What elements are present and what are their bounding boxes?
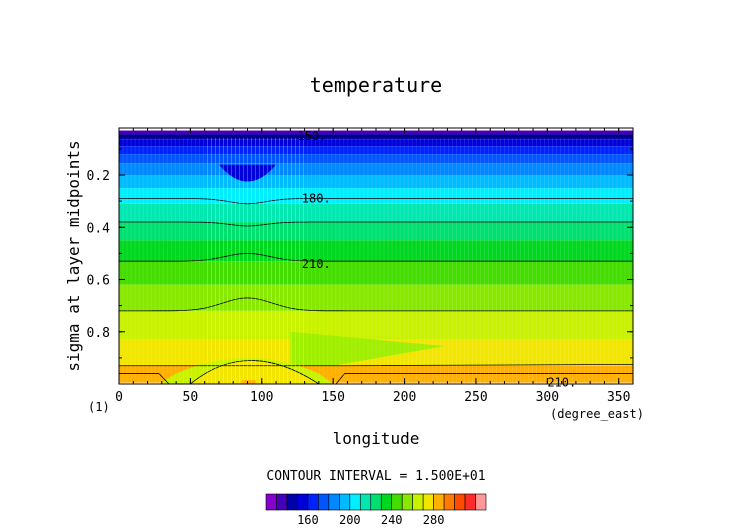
plot-area: 150.180.210.210. bbox=[118, 127, 634, 390]
contour-feature bbox=[190, 360, 319, 384]
colorbar-swatch bbox=[349, 493, 361, 511]
colorbar-swatch bbox=[276, 493, 288, 511]
contour-band bbox=[119, 222, 633, 241]
contour-band bbox=[119, 203, 633, 223]
x-tick-label: 100 bbox=[250, 390, 273, 405]
contour-band bbox=[119, 240, 633, 262]
colorbar-swatch bbox=[339, 493, 351, 511]
contour-label: 210. bbox=[302, 257, 331, 271]
chart-title: temperature bbox=[310, 73, 442, 97]
colorbar-swatch bbox=[307, 493, 319, 511]
contour-line bbox=[119, 297, 633, 312]
contour-band bbox=[119, 163, 633, 176]
contour-line bbox=[190, 360, 320, 385]
contour-line bbox=[119, 252, 633, 262]
colorbar-swatch bbox=[464, 493, 476, 511]
colorbar-swatch bbox=[454, 493, 466, 511]
contour-band bbox=[119, 188, 633, 204]
colorbar-tick-label: 240 bbox=[381, 513, 403, 527]
colorbar-swatch bbox=[401, 493, 413, 511]
x-tick-label: 50 bbox=[183, 390, 199, 405]
contour-band bbox=[119, 154, 633, 164]
contour-band bbox=[119, 146, 633, 155]
colorbar-swatch bbox=[443, 493, 455, 511]
x-axis-label: longitude bbox=[333, 429, 420, 448]
colorbar-tick-label: 280 bbox=[423, 513, 445, 527]
contour-line bbox=[119, 221, 633, 227]
contour-feature bbox=[241, 380, 257, 384]
colorbar-swatch bbox=[422, 493, 434, 511]
x-tick-label: 350 bbox=[607, 390, 630, 405]
contour-band bbox=[119, 139, 633, 147]
contour-interval-text: CONTOUR INTERVAL = 1.500E+01 bbox=[266, 469, 485, 484]
x-tick-label: 0 bbox=[115, 390, 123, 405]
corner-label: (1) bbox=[88, 400, 110, 414]
x-tick-label: 150 bbox=[321, 390, 344, 405]
contour-line bbox=[335, 373, 633, 385]
colorbar: 160 200 240 280 bbox=[265, 493, 487, 527]
x-tick-label: 300 bbox=[536, 390, 559, 405]
colorbar-swatch bbox=[370, 493, 382, 511]
contour-line bbox=[119, 373, 170, 385]
y-tick-label: 0.4 bbox=[87, 221, 111, 236]
colorbar-swatch bbox=[328, 493, 340, 511]
colorbar-swatch bbox=[433, 493, 445, 511]
colorbar-swatch bbox=[297, 493, 309, 511]
y-tick-label: 0.8 bbox=[87, 326, 110, 341]
contour-band bbox=[119, 130, 633, 135]
contour-feature bbox=[290, 331, 445, 366]
contour-line bbox=[119, 198, 633, 205]
contour-feature bbox=[218, 164, 277, 182]
y-tick-label: 0.2 bbox=[87, 169, 110, 184]
colorbar-swatch bbox=[412, 493, 424, 511]
colorbar-swatch bbox=[391, 493, 403, 511]
contour-line bbox=[119, 364, 634, 367]
x-unit-label: (degree_east) bbox=[550, 407, 644, 421]
contour-label: 180. bbox=[302, 192, 331, 206]
x-axis: 0 50 100 150 200 250 300 350 bbox=[115, 128, 634, 405]
contour-label: 150. bbox=[297, 129, 326, 143]
contour-band bbox=[119, 284, 633, 311]
colorbar-swatch bbox=[359, 493, 372, 511]
colorbar-swatch bbox=[265, 493, 277, 511]
y-tick-label: 0.6 bbox=[87, 274, 110, 289]
x-tick-label: 200 bbox=[393, 390, 416, 405]
colorbar-tick-label: 200 bbox=[339, 513, 361, 527]
contour-band bbox=[119, 261, 633, 285]
y-axis: 0.2 0.4 0.6 0.8 bbox=[87, 148, 633, 385]
contour-band bbox=[119, 310, 633, 340]
colorbar-swatch bbox=[380, 493, 393, 511]
x-tick-label: 250 bbox=[464, 390, 487, 405]
y-axis-label: sigma at layer midpoints bbox=[64, 140, 83, 371]
colorbar-swatch bbox=[318, 493, 330, 511]
contour-band bbox=[119, 134, 633, 140]
colorbar-swatch bbox=[475, 493, 487, 511]
colorbar-swatch bbox=[286, 493, 298, 511]
colorbar-tick-label: 160 bbox=[297, 513, 319, 527]
